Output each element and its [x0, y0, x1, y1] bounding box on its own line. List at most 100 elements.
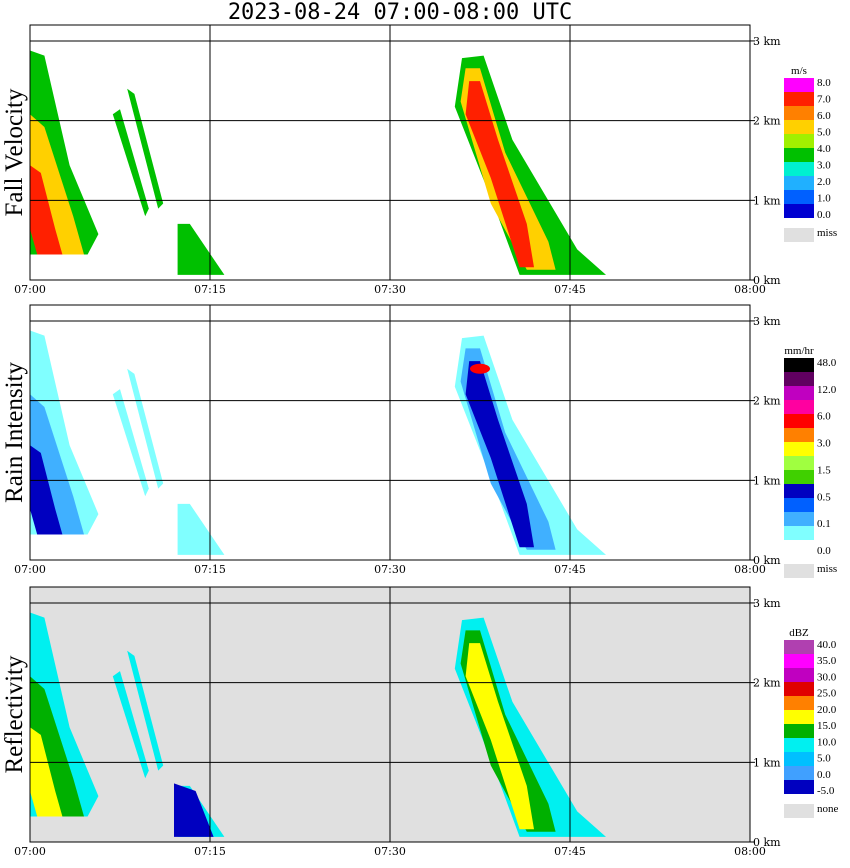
legend-label: 25.0: [817, 688, 837, 700]
legend-swatch: [784, 752, 814, 766]
echo-region: [177, 223, 225, 275]
panel-1: 0 km 1 km 2 km 3 km 07:00 07:15 07:30 07:45 08:0…: [1, 24, 837, 296]
legend-swatch: [784, 710, 814, 724]
legend-label: 10.0: [817, 736, 837, 748]
plot-frame: [29, 304, 751, 561]
legend-swatch: [784, 92, 814, 106]
plot-frame: [29, 24, 751, 281]
echo-region: [127, 368, 164, 489]
y-tick-label: 2 km: [753, 395, 781, 408]
echo-region: [454, 335, 606, 555]
x-tick-label: 07:00: [14, 283, 46, 296]
legend-swatch: [784, 78, 814, 92]
x-tick-label: 07:00: [14, 563, 46, 576]
legend-swatch: [784, 372, 814, 386]
legend-label: -5.0: [817, 785, 835, 797]
legend-swatch: [784, 682, 814, 696]
legend-swatch-missing: [784, 228, 814, 242]
legend-swatch: [784, 204, 814, 218]
legend-swatch: [784, 470, 814, 484]
chart-title: 2023-08-24 07:00-08:00 UTC: [227, 0, 573, 25]
legend-label: 12.0: [817, 384, 837, 396]
legend-swatch: [784, 190, 814, 204]
y-axis-label: Rain Intensity: [1, 362, 28, 503]
legend-swatch: [784, 780, 814, 794]
echo-region: [30, 165, 63, 255]
legend-swatch: [784, 414, 814, 428]
panel-2: 0 km 1 km 2 km 3 km 07:00 07:15 07:30 07:45 08:0…: [1, 304, 837, 578]
y-tick-label: 3 km: [753, 597, 781, 610]
legend-label: 40.0: [817, 639, 837, 651]
legend-unit: mm/hr: [784, 345, 814, 357]
x-tick-label: 07:45: [554, 563, 586, 576]
echo-core: [470, 363, 490, 374]
x-tick-label: 08:00: [734, 563, 766, 576]
legend-swatch: [784, 106, 814, 120]
x-tick-label: 07:30: [374, 845, 406, 858]
legend-label: 1.5: [817, 464, 831, 476]
legend-swatch: [784, 484, 814, 498]
y-tick-label: 1 km: [753, 474, 781, 487]
y-axis-label: Reflectivity: [1, 655, 28, 774]
legend-unit: dBZ: [789, 627, 809, 639]
legend-label: miss: [817, 227, 837, 239]
echo-region: [465, 81, 534, 268]
y-tick-label: 1 km: [753, 756, 781, 769]
legend-swatch: [784, 540, 814, 554]
echo-region: [127, 88, 164, 209]
legend-swatch: [784, 400, 814, 414]
legend-label: 5.0: [817, 127, 831, 139]
legend-label: 0.5: [817, 491, 831, 503]
legend-label: 20.0: [817, 704, 837, 716]
legend-label: 30.0: [817, 671, 837, 683]
legend-swatch: [784, 766, 814, 780]
legend-label: 5.0: [817, 753, 831, 765]
legend-swatch: [784, 738, 814, 752]
legend-swatch: [784, 696, 814, 710]
x-tick-label: 07:30: [374, 563, 406, 576]
legend-swatch: [784, 134, 814, 148]
legend-label: 0.1: [817, 518, 831, 530]
legend-swatch: [784, 526, 814, 540]
legend-label: 0.0: [817, 545, 831, 557]
legend-label: 6.0: [817, 110, 831, 122]
echo-region: [30, 727, 63, 817]
y-tick-label: 0 km: [753, 274, 781, 287]
legend-label: 15.0: [817, 720, 837, 732]
echo-region: [30, 445, 63, 535]
legend-swatch: [784, 724, 814, 738]
x-tick-label: 07:15: [194, 283, 226, 296]
legend-swatch: [784, 640, 814, 654]
legend-swatch: [784, 428, 814, 442]
echo-region: [127, 650, 164, 771]
y-tick-label: 0 km: [753, 836, 781, 849]
y-axis-label: Fall Velocity: [1, 88, 28, 217]
legend-label: 3.0: [817, 160, 831, 172]
legend-label: 8.0: [817, 77, 831, 89]
legend-swatch: [784, 386, 814, 400]
legend-swatch: [784, 512, 814, 526]
legend-swatch: [784, 456, 814, 470]
legend-label: 3.0: [817, 438, 831, 450]
legend-label: miss: [817, 563, 837, 575]
legend-swatch: [784, 668, 814, 682]
x-tick-label: 07:30: [374, 283, 406, 296]
x-tick-label: 08:00: [734, 845, 766, 858]
echo-region: [112, 671, 149, 779]
echo-region: [112, 109, 149, 217]
legend-label: 35.0: [817, 655, 837, 667]
echo-region: [112, 389, 149, 497]
legend-label: 7.0: [817, 94, 831, 106]
x-tick-label: 07:00: [14, 845, 46, 858]
legend-swatch: [784, 654, 814, 668]
y-tick-label: 3 km: [753, 315, 781, 328]
legend-label: 48.0: [817, 357, 837, 369]
panel-3: 0 km 1 km 2 km 3 km 07:00 07:15 07:30 07:45 08:0…: [1, 586, 839, 858]
legend-swatch-missing: [784, 804, 814, 818]
legend-swatch: [784, 176, 814, 190]
legend-label: 0.0: [817, 209, 831, 221]
legend-label: none: [817, 803, 839, 815]
legend-swatch: [784, 148, 814, 162]
plot-frame: [29, 586, 751, 843]
